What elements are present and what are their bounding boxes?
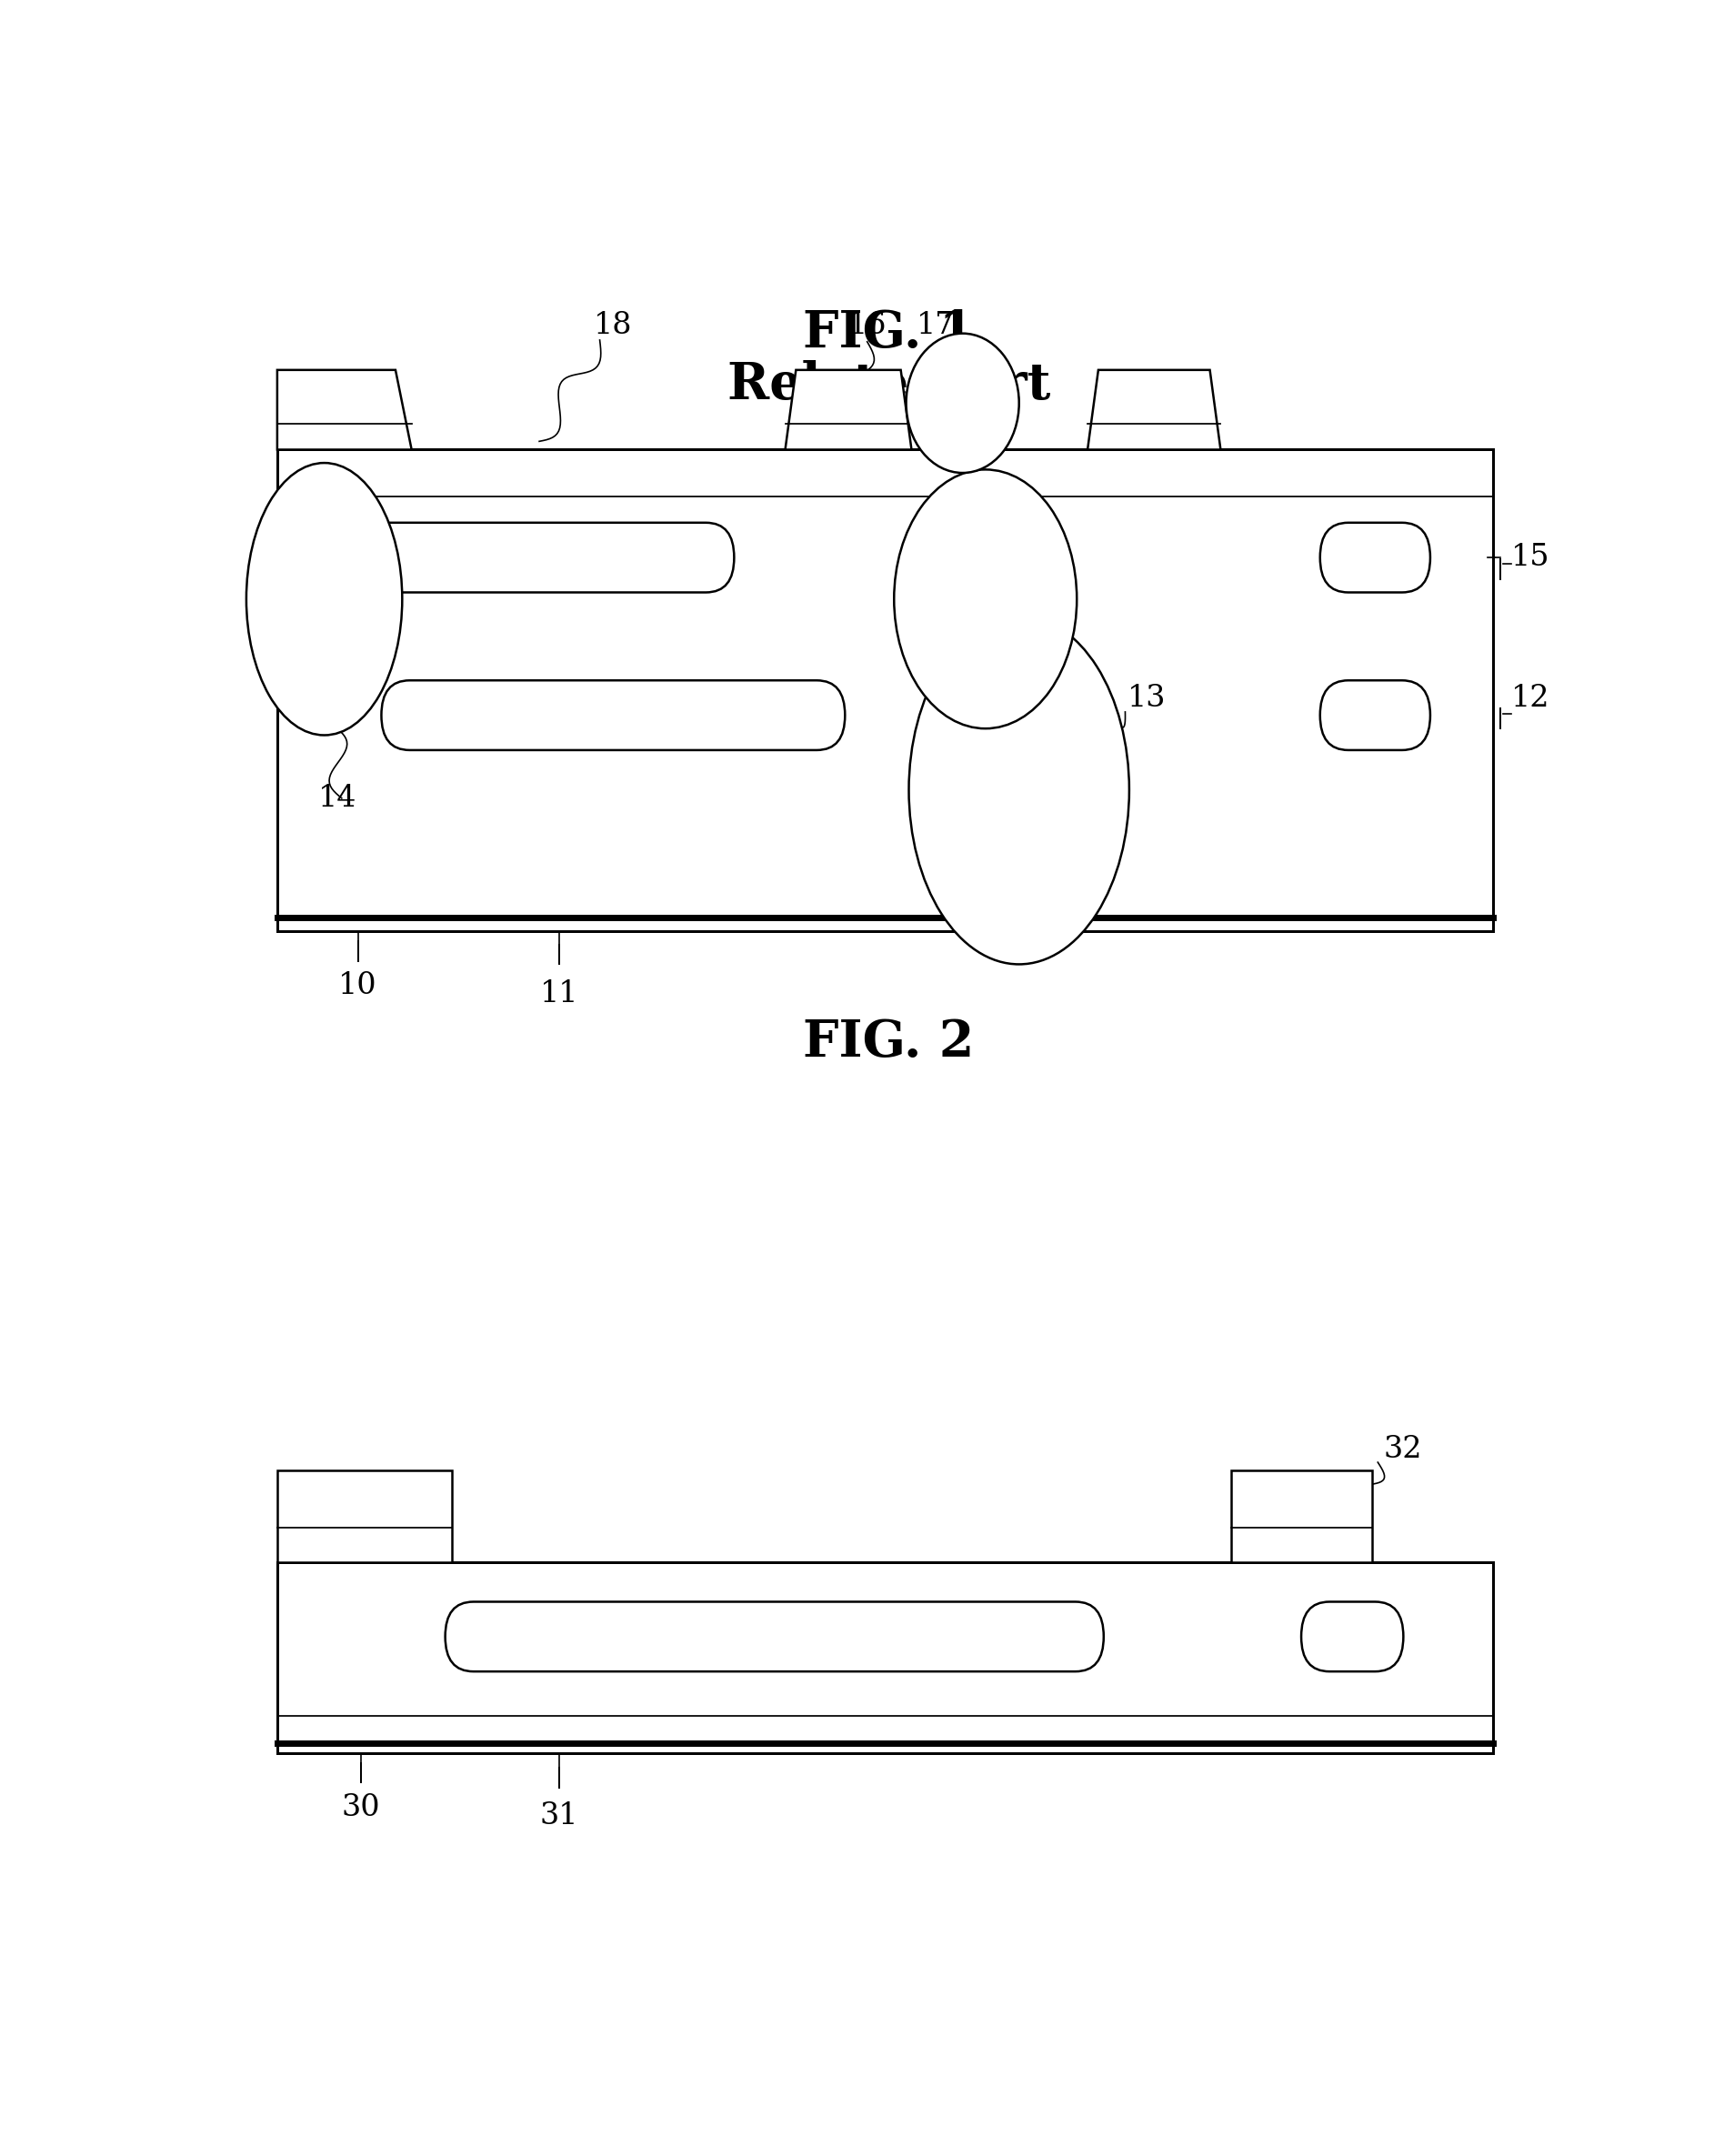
FancyBboxPatch shape	[446, 1602, 1103, 1671]
Text: 13: 13	[1127, 683, 1167, 714]
Text: 17: 17	[917, 310, 955, 341]
Text: FIG. 1: FIG. 1	[803, 308, 975, 358]
Bar	[277, 451, 1493, 931]
FancyBboxPatch shape	[1320, 522, 1431, 593]
Text: 10: 10	[338, 972, 378, 1000]
Polygon shape	[277, 371, 411, 451]
Bar	[277, 1470, 453, 1561]
Text: Related Art: Related Art	[727, 360, 1051, 410]
Text: 31: 31	[539, 1802, 579, 1830]
Polygon shape	[1087, 371, 1221, 451]
Ellipse shape	[907, 334, 1020, 472]
Text: 11: 11	[539, 979, 579, 1009]
Text: 16: 16	[848, 310, 886, 341]
Ellipse shape	[246, 464, 402, 735]
FancyBboxPatch shape	[381, 681, 844, 750]
Text: FIG. 2: FIG. 2	[803, 1018, 975, 1067]
Text: 30: 30	[342, 1794, 380, 1822]
FancyBboxPatch shape	[1300, 1602, 1403, 1671]
Polygon shape	[786, 371, 912, 451]
FancyBboxPatch shape	[331, 522, 733, 593]
Text: 15: 15	[1510, 543, 1550, 571]
Text: 18: 18	[593, 310, 633, 341]
Bar	[1231, 1470, 1373, 1561]
Bar	[277, 1561, 1493, 1753]
Ellipse shape	[909, 617, 1129, 964]
Text: 12: 12	[1510, 683, 1550, 714]
Ellipse shape	[895, 470, 1077, 729]
Text: 14: 14	[319, 785, 357, 813]
FancyBboxPatch shape	[1320, 681, 1431, 750]
Text: 32: 32	[1384, 1434, 1422, 1464]
